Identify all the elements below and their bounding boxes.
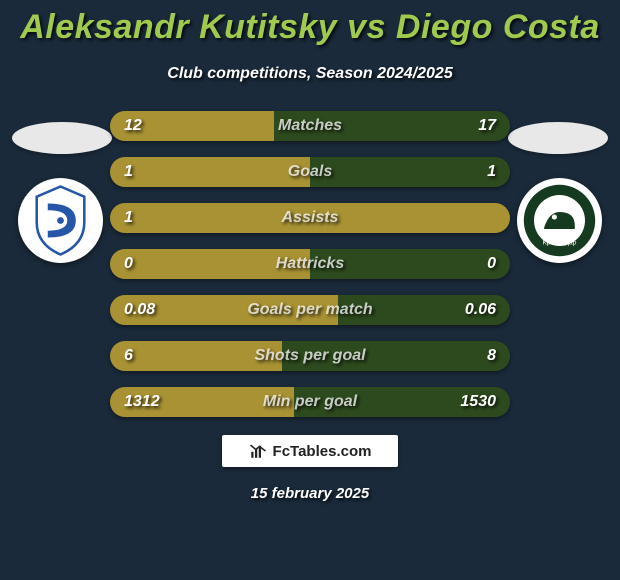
stat-label: Hattricks (110, 249, 510, 279)
stat-value-left: 0 (124, 249, 133, 279)
stat-value-right: 1530 (460, 387, 496, 417)
stat-label: Matches (110, 111, 510, 141)
stat-value-right: 17 (478, 111, 496, 141)
subtitle: Club competitions, Season 2024/2025 (0, 65, 620, 83)
stat-value-right: 8 (487, 341, 496, 371)
stat-row: Goals1 1 (110, 157, 510, 187)
stat-value-right: 1 (487, 157, 496, 187)
stat-value-left: 12 (124, 111, 142, 141)
stat-label: Goals (110, 157, 510, 187)
stat-row: Hattricks0 0 (110, 249, 510, 279)
page-title: Aleksandr Kutitsky vs Diego Costa (0, 0, 620, 47)
stat-label: Assists (110, 203, 510, 233)
nation-flag-left (12, 122, 112, 154)
stat-label: Goals per match (110, 295, 510, 325)
stat-value-left: 1 (124, 203, 133, 233)
stat-value-left: 1 (124, 157, 133, 187)
stat-row: Min per goal1312 1530 (110, 387, 510, 417)
svg-text:Краснодар: Краснодар (543, 239, 577, 246)
brand-badge: FcTables.com (222, 435, 398, 467)
stat-row: Shots per goal6 8 (110, 341, 510, 371)
stat-value-left: 1312 (124, 387, 160, 417)
nation-flag-right (508, 122, 608, 154)
chart-icon (249, 442, 267, 460)
stat-label: Min per goal (110, 387, 510, 417)
stat-row: Assists1 (110, 203, 510, 233)
stat-label: Shots per goal (110, 341, 510, 371)
stat-value-left: 0.08 (124, 295, 155, 325)
team-badge-right: Краснодар (517, 178, 602, 263)
team-badge-left (18, 178, 103, 263)
stats-container: Matches1217Goals11Assists1Hattricks00Goa… (0, 111, 620, 417)
dynamo-crest-icon (18, 178, 103, 263)
stat-value-left: 6 (124, 341, 133, 371)
stat-row: Matches12 17 (110, 111, 510, 141)
brand-text: FcTables.com (273, 443, 372, 460)
stat-row: Goals per match0.08 0.06 (110, 295, 510, 325)
stat-value-right: 0 (487, 249, 496, 279)
stat-value-right: 0.06 (465, 295, 496, 325)
date-text: 15 february 2025 (0, 485, 620, 502)
krasnodar-crest-icon: Краснодар (517, 178, 602, 263)
